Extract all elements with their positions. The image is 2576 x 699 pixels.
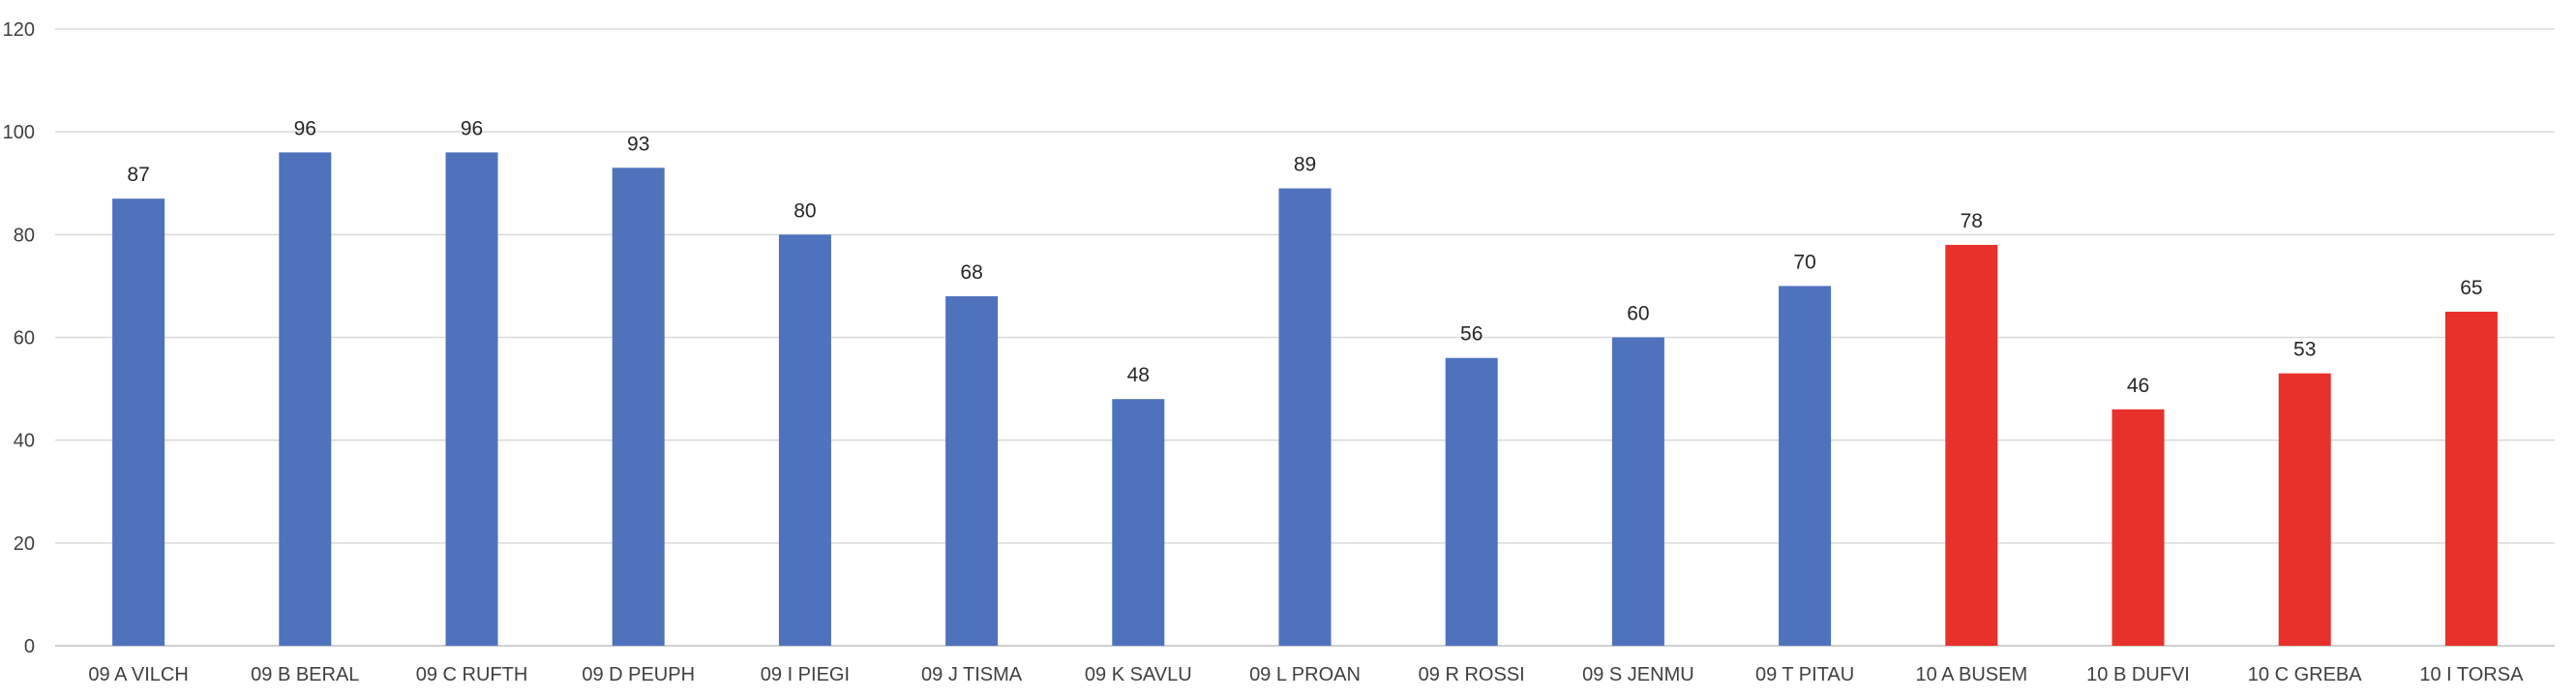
data-labels: 87 96 96 93 80 68 48 89 56 60 70 78 46 53 65 <box>127 117 2482 396</box>
x-category-label: 09 C RUFTH <box>416 664 528 685</box>
x-category-label: 09 T PITAU <box>1755 664 1854 685</box>
bar <box>112 198 165 647</box>
x-category-label: 09 I PIEGI <box>761 664 850 685</box>
bar <box>1611 337 1664 646</box>
x-category-label: 09 L PROAN <box>1249 664 1361 685</box>
x-category-label: 09 K SAVLU <box>1085 664 1192 685</box>
bar <box>2278 373 2331 646</box>
bar <box>2444 311 2498 646</box>
data-label: 46 <box>2127 375 2149 397</box>
y-tick-label: 120 <box>3 19 35 41</box>
y-tick-label: 40 <box>14 431 35 452</box>
data-label: 93 <box>627 133 649 155</box>
data-label: 89 <box>1294 154 1316 176</box>
x-category-label: 10 C GREBA <box>2248 664 2362 685</box>
bar <box>1945 244 1998 646</box>
data-label: 96 <box>461 117 483 139</box>
y-tick-label: 20 <box>14 533 35 555</box>
y-tick-label: 60 <box>14 328 35 350</box>
data-label: 48 <box>1127 364 1150 386</box>
data-label: 56 <box>1460 323 1483 346</box>
data-label: 65 <box>2460 277 2482 299</box>
x-category-label: 09 A VILCH <box>88 664 188 685</box>
x-category-label: 09 B BERAL <box>251 664 359 685</box>
bar <box>1445 357 1498 646</box>
bars <box>112 152 2498 647</box>
data-label: 68 <box>960 261 982 284</box>
bar <box>778 234 831 647</box>
x-category-label: 10 A BUSEM <box>1915 664 2027 685</box>
y-tick-label: 80 <box>14 225 35 246</box>
y-axis-tick-labels: 0 20 40 60 80 100 120 <box>3 19 35 657</box>
bar <box>612 167 665 646</box>
data-label: 96 <box>294 117 316 139</box>
data-label: 60 <box>1627 303 1649 325</box>
bar <box>1278 188 1332 646</box>
bar <box>279 152 332 646</box>
bar <box>445 152 498 646</box>
x-category-label: 09 D PEUPH <box>582 664 695 685</box>
x-category-label: 09 J TISMA <box>921 664 1023 685</box>
y-tick-label: 100 <box>3 122 35 143</box>
bar <box>1779 286 1832 646</box>
bar <box>1112 399 1165 646</box>
x-category-label: 09 S JENMU <box>1582 664 1694 685</box>
x-category-label: 09 R ROSSI <box>1419 664 1525 685</box>
x-category-label: 10 I TORSA <box>2419 664 2524 685</box>
data-label: 70 <box>1793 251 1815 273</box>
bar <box>945 296 999 646</box>
data-label: 78 <box>1961 210 1983 232</box>
data-label: 87 <box>127 164 149 186</box>
x-category-label: 10 B DUFVI <box>2086 664 2190 685</box>
bar <box>2112 409 2165 646</box>
x-axis-category-labels: 09 A VILCH 09 B BERAL 09 C RUFTH 09 D PEUPH… <box>88 664 2524 685</box>
data-label: 53 <box>2293 339 2316 361</box>
y-tick-label: 0 <box>24 636 35 657</box>
data-label: 80 <box>794 199 816 222</box>
